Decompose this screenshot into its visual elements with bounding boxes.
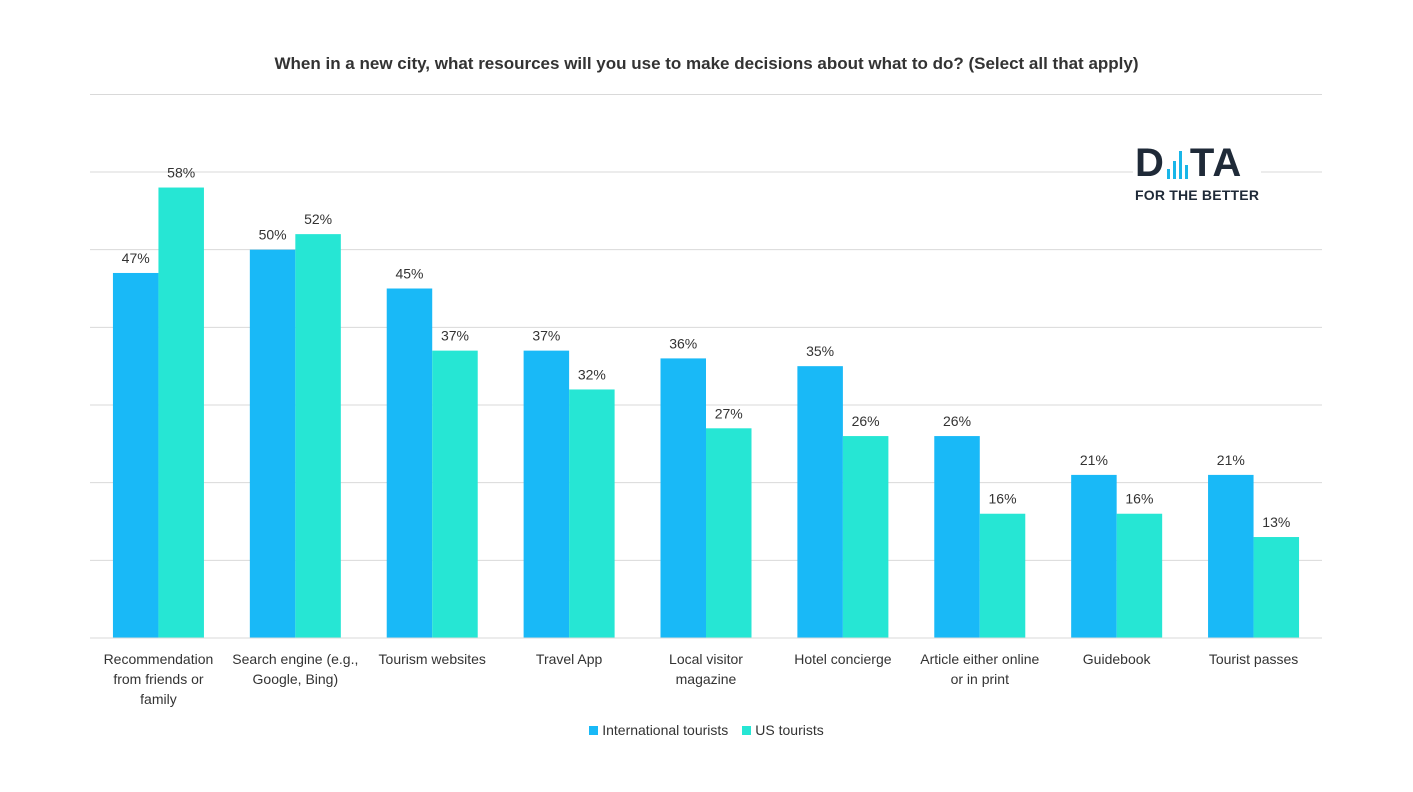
legend-swatch-international [589,725,599,735]
bar-international [523,350,570,638]
data-label: 27% [715,405,743,421]
logo-tagline: FOR THE BETTER [1135,187,1260,203]
data-label: 32% [578,366,606,382]
category-label: Google, Bing) [253,671,339,687]
legend: International tourists US tourists [0,722,1413,738]
bar-international [249,249,296,638]
category-label: from friends or [113,671,204,687]
category-label: Guidebook [1083,651,1152,667]
data-label: 26% [852,413,880,429]
legend-label-us: US tourists [755,722,824,738]
category-label: magazine [676,671,737,687]
category-label: or in print [951,671,1009,687]
bar-us [158,187,204,639]
bar-us [979,513,1026,638]
legend-item-us: US tourists [742,722,824,738]
bar-international [797,366,843,638]
data-label: 37% [441,328,469,344]
category-label: Tourism websites [379,651,486,667]
data-label: 16% [989,491,1017,507]
bar-us [295,234,341,638]
category-label: Local visitor [669,651,743,667]
data-label: 13% [1262,514,1290,530]
data-label: 52% [304,211,332,227]
data-label: 45% [395,266,423,282]
logo-bars-icon [1166,149,1188,179]
bar-us [706,428,752,638]
bar-international [660,358,706,638]
category-label: family [140,691,177,707]
data-label: 35% [806,343,834,359]
chart-title: When in a new city, what resources will … [274,54,1139,73]
data-label: 50% [259,227,287,243]
data-label: 36% [669,335,697,351]
data-for-the-better-logo: D TA FOR THE BETTER [1133,141,1262,203]
bar-international [1208,474,1254,638]
data-label: 21% [1217,452,1245,468]
bar-us [842,436,889,638]
bar-international [112,272,159,638]
bar-us [1253,537,1300,638]
logo-letters-ta: TA [1189,141,1243,185]
category-label: Travel App [536,651,603,667]
data-label: 16% [1125,491,1153,507]
category-label: Recommendation [104,651,214,667]
category-label: Tourist passes [1209,651,1298,667]
bar-international [386,288,433,638]
category-label: Search engine (e.g., [232,651,358,667]
data-label: 21% [1080,452,1108,468]
bar-us [432,350,478,638]
bar-us [1116,513,1163,638]
data-label: 37% [532,328,560,344]
logo-letter-d: D [1135,141,1165,185]
data-label: 26% [943,413,971,429]
legend-item-international: International tourists [589,722,728,738]
bar-us [569,389,615,638]
bar-international [934,436,980,638]
data-label: 58% [167,165,195,181]
data-label: 47% [122,250,150,266]
legend-swatch-us [742,725,752,735]
category-label: Article either online [920,651,1039,667]
legend-label-international: International tourists [602,722,729,738]
category-label: Hotel concierge [794,651,891,667]
bar-international [1071,474,1117,638]
title-divider [90,94,1322,95]
